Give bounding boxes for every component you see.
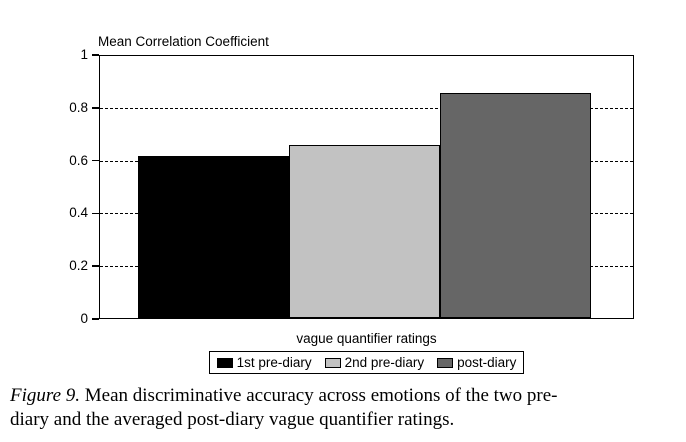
legend-row: 1st pre-diary 2nd pre-diary post-diary [99, 351, 634, 374]
bar-1st-pre-diary [138, 155, 290, 318]
legend: 1st pre-diary 2nd pre-diary post-diary [208, 351, 525, 374]
y-tick-mark [92, 159, 99, 162]
y-tick-mark [92, 318, 99, 320]
y-tick-mark [92, 54, 99, 56]
legend-item-post-diary: post-diary [437, 355, 516, 370]
legend-item-2nd-pre-diary: 2nd pre-diary [324, 355, 425, 370]
y-tick-label: 0.6 [69, 152, 88, 168]
legend-swatch-icon [324, 357, 341, 368]
bar-2nd-pre-diary [289, 145, 441, 318]
legend-label: 2nd pre-diary [344, 355, 425, 370]
chart-title: Mean Correlation Coefficient [98, 34, 269, 49]
legend-swatch-icon [437, 357, 454, 368]
caption-line-1: Mean discriminative accuracy across emot… [84, 385, 558, 406]
bar-post-diary [440, 92, 591, 318]
y-tick-label: 1 [80, 47, 88, 62]
caption-line-2: diary and the averaged post-diary vague … [10, 409, 455, 430]
y-tick-label: 0.8 [69, 99, 88, 115]
y-tick-label: 0 [80, 311, 88, 326]
y-tick-mark [92, 212, 99, 215]
y-tick-mark [92, 107, 99, 109]
figure-number: Figure 9. [10, 385, 81, 406]
legend-label: 1st pre-diary [236, 355, 312, 370]
legend-item-1st-pre-diary: 1st pre-diary [216, 355, 312, 370]
gridline [100, 108, 633, 110]
x-axis-label: vague quantifier ratings [296, 331, 437, 346]
legend-swatch-icon [216, 357, 233, 368]
figure-caption: Figure 9. Mean discriminative accuracy a… [10, 384, 678, 432]
plot-area [99, 55, 634, 319]
y-tick-mark [92, 265, 99, 267]
y-tick-label: 0.2 [69, 258, 88, 274]
y-tick-label: 0.4 [69, 205, 88, 221]
legend-label: post-diary [457, 355, 517, 370]
